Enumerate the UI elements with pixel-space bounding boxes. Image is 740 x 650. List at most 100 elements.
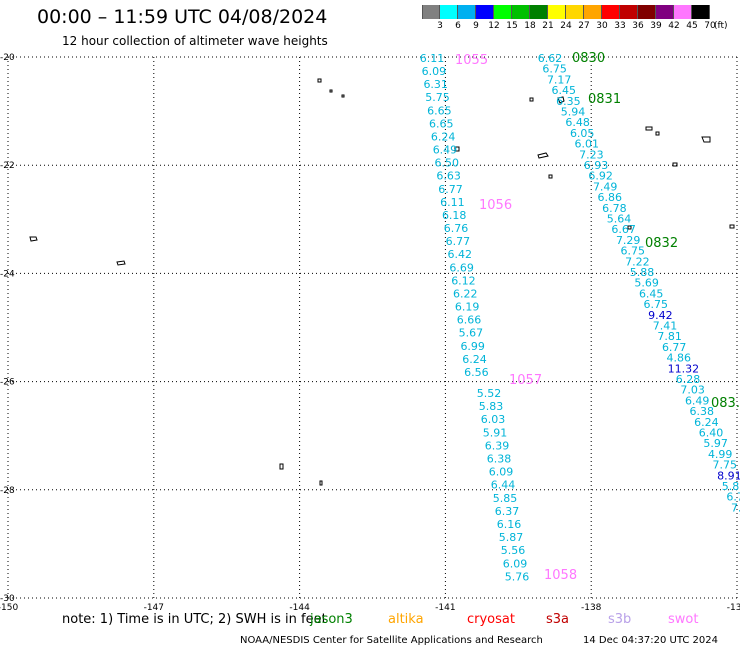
island-outline <box>548 174 553 179</box>
island-outline <box>317 78 322 83</box>
island-outline <box>279 463 284 470</box>
island-outline <box>701 136 711 143</box>
wave-height-value: 5.91 <box>483 426 508 439</box>
wave-height-value: 6.77 <box>438 183 463 196</box>
island-outline <box>627 225 632 230</box>
wave-height-value: 6.12 <box>451 274 476 287</box>
colorbar-swatch <box>638 5 656 19</box>
island-outline <box>116 260 126 266</box>
wave-height-value: 4.99 <box>708 448 733 461</box>
colorbar-tick-label: 6 <box>455 21 461 31</box>
wave-height-value: 7.03 <box>680 384 705 397</box>
wave-height-value: 6.44 <box>491 479 516 492</box>
mission-legend-item: s3b <box>608 612 632 627</box>
wave-height-value: 6.37 <box>495 505 520 518</box>
wave-height-value: 6.72 <box>726 491 740 504</box>
wave-height-value: 5.80 <box>722 480 740 493</box>
wave-height-value: 5.83 <box>479 400 504 413</box>
wave-height-value: 7.81 <box>657 330 682 343</box>
wave-height-value: 6.56 <box>464 366 489 379</box>
wave-height-value: 6.24 <box>694 416 719 429</box>
colorbar-labels: 3 6 9 12 15 18 21 24 27 30 33 36 39 42 45 70 (ft) <box>422 19 727 31</box>
lon-label: -141 <box>435 603 455 613</box>
colorbar-swatch <box>602 5 620 19</box>
wave-height-value: 6.63 <box>436 170 461 183</box>
colorbar-unit-label: (ft) <box>714 21 728 31</box>
mission-legend-item: altika <box>388 612 424 627</box>
wave-height-value: 6.93 <box>584 159 609 172</box>
lon-label: -150 <box>0 603 18 613</box>
colorbar-swatch <box>548 5 566 19</box>
wave-height-value: 6.75 <box>542 63 567 76</box>
wave-height-value: 11.32 <box>668 362 700 375</box>
colorbar-swatch <box>620 5 638 19</box>
map-grid <box>7 56 738 599</box>
lat-label: -22 <box>0 161 15 171</box>
track-time-label: 0830 <box>572 51 605 66</box>
lat-label: -30 <box>0 594 15 604</box>
colorbar-swatch <box>512 5 530 19</box>
wave-height-value: 6.03 <box>481 413 506 426</box>
wave-height-value: 6.28 <box>676 373 701 386</box>
wave-height-value: 6.05 <box>570 127 595 140</box>
island-outline <box>529 97 534 102</box>
colorbar-swatch <box>476 5 494 19</box>
islands <box>29 78 735 486</box>
wave-height-value: 6.01 <box>575 138 600 151</box>
island-outline <box>655 131 660 136</box>
colorbar-tick-label: 70 <box>704 21 716 31</box>
wave-height-value: 9.42 <box>648 309 673 322</box>
wave-height-value: 5.97 <box>703 437 728 450</box>
wave-height-value: 6.48 <box>565 116 590 129</box>
wave-height-value: 6.42 <box>448 248 473 261</box>
lon-label: -147 <box>144 603 164 613</box>
mission-legend-item: jason3 <box>310 612 353 627</box>
island-outline <box>341 94 345 98</box>
colorbar-tick-label: 39 <box>650 21 662 31</box>
map-axis-labels: -20 -22 -24 -26 -28 -30-150 -147 -144 -141 -138 -1… <box>0 53 740 613</box>
wave-height-value: 6.22 <box>453 287 478 300</box>
colorbar-tick-label: 27 <box>578 21 590 31</box>
island-outline <box>454 146 460 152</box>
wave-height-value: 6.39 <box>485 439 510 452</box>
colorbar-tick-label: 3 <box>437 21 443 31</box>
colorbar-swatch <box>566 5 584 19</box>
wave-height-value: 6.19 <box>455 301 480 314</box>
track-time-label: 1057 <box>509 373 542 388</box>
track-time-label: 0831 <box>588 92 621 107</box>
wave-height-value: 5.85 <box>493 492 518 505</box>
colorbar-tick-label: 42 <box>668 21 680 31</box>
track-west: 6.116.096.315.756.656.656.246.496.506.63… <box>420 52 530 583</box>
wave-height-value: 6.78 <box>602 202 627 215</box>
wave-height-value: 7.29 <box>616 234 641 247</box>
wave-height-value: 5.69 <box>634 277 659 290</box>
lat-label: -24 <box>0 269 15 279</box>
wave-height-value: 6.38 <box>690 405 715 418</box>
wave-height-value: 5.67 <box>459 327 484 340</box>
island-outline <box>672 162 678 167</box>
wave-height-value: 6.99 <box>460 340 485 353</box>
island-outline <box>29 236 38 242</box>
wave-height-value: 6.24 <box>431 130 456 143</box>
wave-height-value: 7.22 <box>625 255 650 268</box>
wave-height-value: 5.87 <box>499 531 524 544</box>
track-time-label: 1058 <box>544 568 577 583</box>
wave-height-value: 6.77 <box>446 235 471 248</box>
wave-height-value: 6.45 <box>552 84 577 97</box>
island-outline <box>557 96 565 104</box>
wave-height-value: 6.92 <box>588 170 613 183</box>
colorbar-tick-label: 30 <box>596 21 608 31</box>
wave-height-value: 6.86 <box>598 191 623 204</box>
footer-timestamp: 14 Dec 04:37:20 UTC 2024 <box>583 635 718 646</box>
colorbar-tick-label: 33 <box>614 21 626 31</box>
colorbar-tick-label: 12 <box>488 21 500 31</box>
colorbar-swatch <box>494 5 512 19</box>
wave-height-value: 6.35 <box>556 95 581 108</box>
colorbar-tick-label: 18 <box>524 21 536 31</box>
wave-height-value: 6.18 <box>442 209 467 222</box>
island-outline <box>645 126 653 131</box>
wave-height-value: 6.69 <box>449 261 474 274</box>
footer-credit: NOAA/NESDIS Center for Satellite Applica… <box>240 635 543 646</box>
lat-label: -20 <box>0 53 15 63</box>
